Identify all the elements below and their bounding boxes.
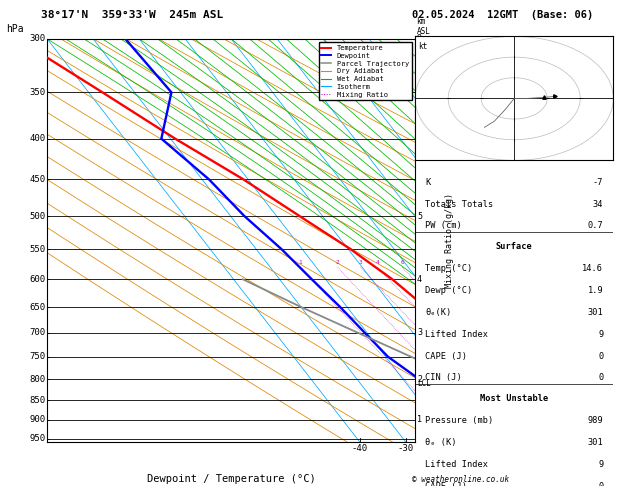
- Text: 34: 34: [593, 200, 603, 208]
- Text: 850: 850: [29, 396, 45, 404]
- Text: 14.6: 14.6: [582, 264, 603, 273]
- Text: 3: 3: [417, 328, 422, 337]
- Text: 1.9: 1.9: [587, 286, 603, 295]
- Text: 0: 0: [598, 373, 603, 382]
- Text: Dewpoint / Temperature (°C): Dewpoint / Temperature (°C): [147, 474, 316, 484]
- Text: 600: 600: [29, 275, 45, 284]
- Text: 1: 1: [299, 260, 303, 265]
- Text: 0.7: 0.7: [587, 222, 603, 230]
- Text: θₑ(K): θₑ(K): [425, 308, 451, 317]
- Text: 8: 8: [417, 88, 422, 97]
- Text: 800: 800: [29, 375, 45, 383]
- Text: θₑ (K): θₑ (K): [425, 438, 457, 447]
- Text: 6: 6: [401, 260, 404, 265]
- Text: 38°17'N  359°33'W  245m ASL: 38°17'N 359°33'W 245m ASL: [41, 10, 223, 20]
- Text: 2: 2: [336, 260, 340, 265]
- Text: 9: 9: [598, 330, 603, 339]
- Text: -7: -7: [593, 178, 603, 187]
- Text: LCL: LCL: [417, 379, 431, 388]
- Text: 4: 4: [417, 275, 422, 284]
- Text: © weatheronline.co.uk: © weatheronline.co.uk: [412, 474, 509, 484]
- Text: CAPE (J): CAPE (J): [425, 351, 467, 361]
- Text: K: K: [425, 178, 430, 187]
- Text: 500: 500: [29, 211, 45, 221]
- Text: PW (cm): PW (cm): [425, 222, 462, 230]
- Text: CIN (J): CIN (J): [425, 373, 462, 382]
- Text: 700: 700: [29, 328, 45, 337]
- Text: Dewp (°C): Dewp (°C): [425, 286, 472, 295]
- Legend: Temperature, Dewpoint, Parcel Trajectory, Dry Adiabat, Wet Adiabat, Isotherm, Mi: Temperature, Dewpoint, Parcel Trajectory…: [318, 42, 411, 100]
- Text: 9: 9: [598, 460, 603, 469]
- Text: Totals Totals: Totals Totals: [425, 200, 493, 208]
- Text: 900: 900: [29, 416, 45, 424]
- Text: 0: 0: [598, 482, 603, 486]
- Text: Mixing Ratio (g/kg): Mixing Ratio (g/kg): [445, 193, 454, 288]
- Text: 0: 0: [598, 351, 603, 361]
- Text: 02.05.2024  12GMT  (Base: 06): 02.05.2024 12GMT (Base: 06): [412, 10, 593, 20]
- Text: CAPE (J): CAPE (J): [425, 482, 467, 486]
- Text: 950: 950: [29, 434, 45, 443]
- Text: Temp (°C): Temp (°C): [425, 264, 472, 273]
- Text: -30: -30: [398, 444, 414, 453]
- Text: Lifted Index: Lifted Index: [425, 460, 488, 469]
- Text: 7: 7: [417, 134, 422, 143]
- Text: -40: -40: [352, 444, 368, 453]
- Text: 5: 5: [417, 211, 422, 221]
- Text: 750: 750: [29, 352, 45, 361]
- Text: 1: 1: [417, 416, 422, 424]
- Text: 989: 989: [587, 416, 603, 425]
- Text: 300: 300: [29, 35, 45, 43]
- Text: 301: 301: [587, 438, 603, 447]
- Text: 550: 550: [29, 244, 45, 254]
- Text: kt: kt: [418, 42, 428, 51]
- Text: 9: 9: [417, 35, 422, 43]
- Text: Most Unstable: Most Unstable: [480, 394, 548, 403]
- Text: 3: 3: [359, 260, 362, 265]
- Text: hPa: hPa: [6, 24, 24, 34]
- Text: 4: 4: [376, 260, 379, 265]
- Text: 650: 650: [29, 302, 45, 312]
- Text: km
ASL: km ASL: [416, 17, 430, 36]
- Text: 350: 350: [29, 88, 45, 97]
- Text: 450: 450: [29, 175, 45, 184]
- Text: 400: 400: [29, 134, 45, 143]
- Text: Pressure (mb): Pressure (mb): [425, 416, 493, 425]
- Text: 301: 301: [587, 308, 603, 317]
- Text: 2: 2: [417, 375, 422, 383]
- Text: Surface: Surface: [496, 242, 533, 251]
- Text: Lifted Index: Lifted Index: [425, 330, 488, 339]
